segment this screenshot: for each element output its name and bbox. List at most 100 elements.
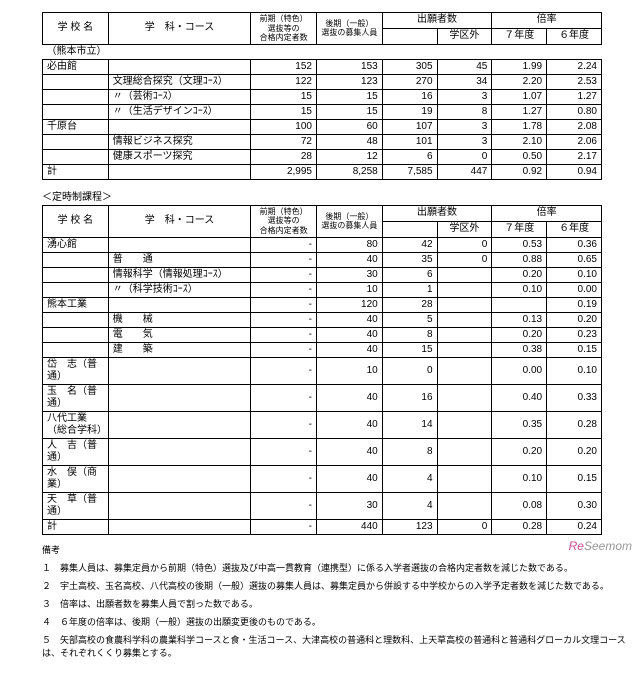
cell: 0.00 bbox=[547, 282, 602, 297]
table-row: 建 築-40150.380.15 bbox=[43, 342, 602, 357]
cell bbox=[437, 357, 492, 384]
hdr-y7: ７年度 bbox=[492, 28, 547, 44]
cell: 0 bbox=[437, 252, 492, 267]
cell: 0.10 bbox=[492, 282, 547, 297]
cell: 0.50 bbox=[492, 149, 547, 164]
cell: 40 bbox=[316, 252, 382, 267]
cell: 0.20 bbox=[492, 267, 547, 282]
cell: 2,995 bbox=[251, 164, 317, 179]
cell: 2.06 bbox=[547, 134, 602, 149]
cell: 72 bbox=[251, 134, 317, 149]
table-row: 計-44012300.280.24 bbox=[43, 519, 602, 534]
cell bbox=[437, 438, 492, 465]
cell: 40 bbox=[316, 465, 382, 492]
cell: 0.23 bbox=[547, 327, 602, 342]
cell bbox=[437, 327, 492, 342]
cell: 0.30 bbox=[547, 492, 602, 519]
cell: 0.08 bbox=[492, 492, 547, 519]
cell: 28 bbox=[251, 149, 317, 164]
cell: 1.78 bbox=[492, 119, 547, 134]
hdr-ratio2: 倍率 bbox=[492, 205, 602, 221]
hdr-colB2: 後期（一般）選抜の募集人員 bbox=[316, 205, 382, 237]
cell bbox=[43, 342, 109, 357]
cell: 2.08 bbox=[547, 119, 602, 134]
cell: 情報ビジネス探究 bbox=[108, 134, 250, 149]
cell: 〃（科学技術ｺｰｽ） bbox=[108, 282, 250, 297]
cell: - bbox=[251, 327, 317, 342]
cell: 0.65 bbox=[547, 252, 602, 267]
cell: 湧心館 bbox=[43, 237, 109, 252]
cell: 0 bbox=[382, 357, 437, 384]
hdr-school2: 学 校 名 bbox=[43, 205, 109, 237]
cell: 34 bbox=[437, 74, 492, 89]
cell: 水 俣（商業） bbox=[43, 465, 109, 492]
hdr-blank bbox=[382, 28, 437, 44]
cell: 計 bbox=[43, 519, 109, 534]
cell: 0.28 bbox=[547, 411, 602, 438]
cell bbox=[108, 519, 250, 534]
cell: 0.38 bbox=[492, 342, 547, 357]
cell: 0 bbox=[437, 519, 492, 534]
cell: 6 bbox=[382, 267, 437, 282]
note-1: １ 募集人員は、募集定員から前期（特色）選抜及び中高一貫教育（連携型）に係る入学… bbox=[42, 561, 628, 574]
hdr-gakku2: 学区外 bbox=[437, 221, 492, 237]
cell: 0.28 bbox=[492, 519, 547, 534]
hdr-colA: 前期（特色）選抜等の合格内定者数 bbox=[251, 13, 317, 45]
cell: 人 吉（普通） bbox=[43, 438, 109, 465]
hdr-applicants: 出願者数 bbox=[382, 13, 492, 29]
note-2: ２ 宇土高校、玉名高校、八代高校の後期（一般）選抜の募集人員は、募集定員から併設… bbox=[42, 579, 628, 592]
cell bbox=[437, 342, 492, 357]
hdr-y72: ７年度 bbox=[492, 221, 547, 237]
cell: 〃（生活デザインｺｰｽ） bbox=[108, 104, 250, 119]
cell: 4 bbox=[382, 492, 437, 519]
table-row: 情報科学（情報処理ｺｰｽ）-3060.200.10 bbox=[43, 267, 602, 282]
cell bbox=[437, 312, 492, 327]
cell: 八代工業（総合学科） bbox=[43, 411, 109, 438]
table-row: 〃（生活デザインｺｰｽ）15151981.270.80 bbox=[43, 104, 602, 119]
cell: 健康スポーツ探究 bbox=[108, 149, 250, 164]
cell: - bbox=[251, 252, 317, 267]
cell: 1.99 bbox=[492, 59, 547, 74]
cell: 15 bbox=[316, 104, 382, 119]
cell: 0.36 bbox=[547, 237, 602, 252]
cell: 3 bbox=[437, 89, 492, 104]
cell: 270 bbox=[382, 74, 437, 89]
table-parttime: 学 校 名 学 科・コース 前期（特色）選抜等の合格内定者数 後期（一般）選抜の… bbox=[42, 205, 602, 535]
cell: - bbox=[251, 297, 317, 312]
cell: 0.88 bbox=[492, 252, 547, 267]
cell: 35 bbox=[382, 252, 437, 267]
cell: 千原台 bbox=[43, 119, 109, 134]
cell: 岱 志（普通） bbox=[43, 357, 109, 384]
cell bbox=[108, 465, 250, 492]
cell: 15 bbox=[251, 89, 317, 104]
wm-re: Re bbox=[569, 539, 584, 553]
hdr-gakku: 学区外 bbox=[437, 28, 492, 44]
cell: 10 bbox=[316, 357, 382, 384]
cell: 0.53 bbox=[492, 237, 547, 252]
cell: - bbox=[251, 492, 317, 519]
cell: 0.20 bbox=[492, 327, 547, 342]
cell: 0.13 bbox=[492, 312, 547, 327]
cell bbox=[108, 411, 250, 438]
table-row: 文理総合探究（文理ｺｰｽ）122123270342.202.53 bbox=[43, 74, 602, 89]
hdr-course: 学 科・コース bbox=[108, 13, 250, 45]
cell: 40 bbox=[316, 342, 382, 357]
cell: 1.07 bbox=[492, 89, 547, 104]
cell: 3 bbox=[437, 119, 492, 134]
cell: - bbox=[251, 438, 317, 465]
cell bbox=[43, 134, 109, 149]
cell bbox=[437, 267, 492, 282]
table-row: 湧心館-804200.530.36 bbox=[43, 237, 602, 252]
cell: 1 bbox=[382, 282, 437, 297]
cell: 5 bbox=[382, 312, 437, 327]
cell: 120 bbox=[316, 297, 382, 312]
cell: 0.00 bbox=[492, 357, 547, 384]
note-3: ３ 倍率は、出願者数を募集人員で割った数である。 bbox=[42, 597, 628, 610]
cell: - bbox=[251, 519, 317, 534]
cell: - bbox=[251, 357, 317, 384]
cell: 15 bbox=[382, 342, 437, 357]
cell: 2.53 bbox=[547, 74, 602, 89]
cell: 電 気 bbox=[108, 327, 250, 342]
cell: 15 bbox=[251, 104, 317, 119]
hdr-y6: ６年度 bbox=[547, 28, 602, 44]
